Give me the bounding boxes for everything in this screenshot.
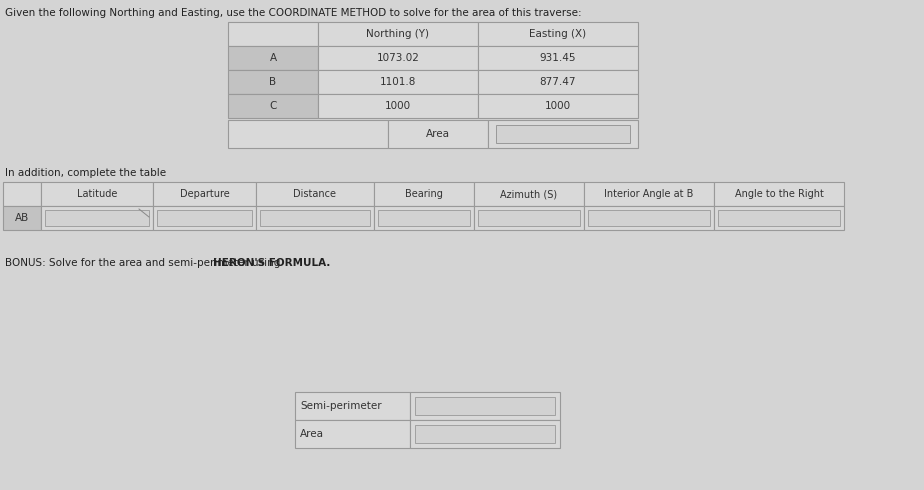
Text: Interior Angle at B: Interior Angle at B [604,189,694,199]
Bar [410,392,560,420]
Bar [496,125,630,143]
Text: 1000: 1000 [545,101,571,111]
Bar [41,182,153,206]
Bar [714,206,844,230]
Text: A: A [270,53,276,63]
Text: AB: AB [15,213,30,223]
Bar [295,392,410,420]
Bar [478,70,638,94]
Text: Distance: Distance [294,189,336,199]
Text: Bearing: Bearing [405,189,443,199]
Text: Angle to the Right: Angle to the Right [735,189,823,199]
Text: Azimuth (S): Azimuth (S) [501,189,557,199]
Bar [157,210,252,226]
Bar [3,206,41,230]
Bar [584,206,714,230]
Bar [295,420,410,448]
Bar [374,182,474,206]
Bar [378,210,470,226]
Bar [228,22,318,46]
Bar [3,182,41,206]
Text: BONUS: Solve for the area and semi-perimeter using: BONUS: Solve for the area and semi-perim… [5,258,284,268]
Bar [584,182,714,206]
Text: 1073.02: 1073.02 [377,53,419,63]
Bar [478,210,580,226]
Bar [318,70,478,94]
Text: B: B [270,77,276,87]
Text: Easting (X): Easting (X) [529,29,587,39]
Text: 877.47: 877.47 [540,77,577,87]
Bar [318,46,478,70]
Bar [153,206,256,230]
Bar [45,210,149,226]
Bar [228,46,318,70]
Bar [588,210,710,226]
Bar [474,206,584,230]
Bar [374,206,474,230]
Bar [228,120,388,148]
Bar [318,94,478,118]
Text: HERON'S FORMULA.: HERON'S FORMULA. [213,258,331,268]
Bar [718,210,840,226]
Bar [260,210,370,226]
Bar [488,120,638,148]
Bar [318,22,478,46]
Text: Northing (Y): Northing (Y) [367,29,430,39]
Bar [153,182,256,206]
Text: Latitude: Latitude [77,189,117,199]
Bar [256,206,374,230]
Text: Semi-perimeter: Semi-perimeter [300,401,382,411]
Bar [415,397,555,415]
Text: 1000: 1000 [385,101,411,111]
Text: Area: Area [426,129,450,139]
Bar [478,22,638,46]
Bar [478,94,638,118]
Text: Area: Area [300,429,324,439]
Bar [41,206,153,230]
Bar [228,94,318,118]
Text: Departure: Departure [179,189,229,199]
Bar [415,425,555,443]
Text: C: C [269,101,276,111]
Bar [256,182,374,206]
Text: 1101.8: 1101.8 [380,77,416,87]
Bar [228,70,318,94]
Bar [388,120,488,148]
Text: 931.45: 931.45 [540,53,577,63]
Bar [714,182,844,206]
Bar [410,420,560,448]
Bar [474,182,584,206]
Text: Given the following Northing and Easting, use the COORDINATE METHOD to solve for: Given the following Northing and Easting… [5,8,581,18]
Bar [478,46,638,70]
Text: In addition, complete the table: In addition, complete the table [5,168,166,178]
